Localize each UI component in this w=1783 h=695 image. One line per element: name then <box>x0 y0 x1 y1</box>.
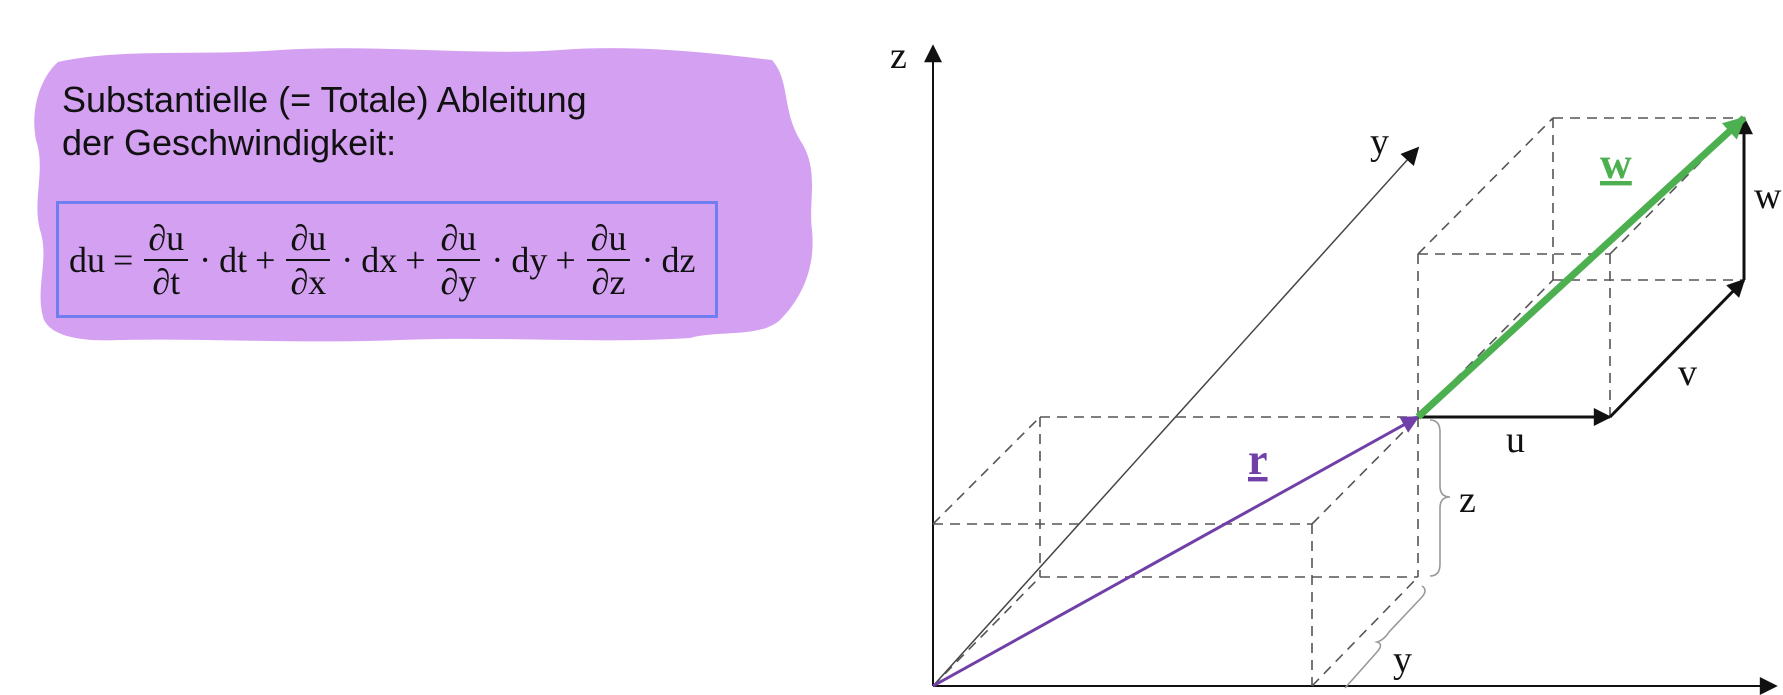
fraction-du-dx: ∂u ∂x <box>286 217 331 303</box>
w-component-label: w <box>1754 175 1782 217</box>
fraction-du-dz: ∂u ∂z <box>586 217 631 303</box>
formula-plus: + <box>405 239 426 280</box>
formula-differential: dx <box>361 239 398 280</box>
note-line-1: Substantielle (= Totale) Ableitung <box>62 79 587 120</box>
formula-equals: = <box>113 239 134 280</box>
component-v-arrow <box>1608 278 1746 419</box>
fraction-du-dy: ∂u ∂y <box>436 217 481 303</box>
lower-box <box>932 416 1419 687</box>
y-dimension-label: y <box>1393 639 1412 681</box>
fraction-du-dt: ∂u ∂t <box>144 217 189 303</box>
fraction-denominator: ∂z <box>591 261 626 302</box>
formula-differential: dz <box>661 239 696 280</box>
y-axis <box>932 146 1420 687</box>
fraction-numerator: ∂u <box>440 217 477 258</box>
fraction-numerator: ∂u <box>590 217 627 258</box>
formula-differential: dy <box>511 239 548 280</box>
u-component-label: u <box>1506 419 1525 461</box>
fraction-numerator: ∂u <box>290 217 327 258</box>
fraction-bar <box>586 258 631 261</box>
y-axis-label: y <box>1370 121 1389 163</box>
formula-differential: dt <box>219 239 248 280</box>
brace-y <box>1344 585 1426 689</box>
axes <box>924 44 1778 695</box>
brace-z <box>1429 419 1451 577</box>
formula-dot: · <box>341 239 354 280</box>
vector-w <box>1415 115 1747 420</box>
fraction-numerator: ∂u <box>148 217 185 258</box>
formula-lhs: du <box>69 239 105 280</box>
formula-plus: + <box>255 239 276 280</box>
note-line-2: der Geschwindigkeit: <box>62 122 397 163</box>
fraction-bar <box>286 258 331 261</box>
z-axis-label: z <box>890 35 907 77</box>
fraction-denominator: ∂t <box>152 261 181 302</box>
fraction-denominator: ∂y <box>440 261 477 302</box>
formula-dot: · <box>641 239 654 280</box>
fraction-bar <box>144 258 189 261</box>
formula-dot: · <box>491 239 504 280</box>
formula-dot: · <box>199 239 212 280</box>
dimension-braces <box>1344 419 1451 689</box>
z-dimension-label: z <box>1459 479 1476 521</box>
fraction-bar <box>436 258 481 261</box>
formula-plus: + <box>555 239 576 280</box>
formula-box: du = ∂u ∂t · dt + ∂u ∂x · dx + ∂u ∂y · d… <box>56 201 718 318</box>
vector-r <box>932 415 1420 688</box>
w-vector-label: w <box>1600 139 1632 188</box>
v-component-label: v <box>1678 352 1697 394</box>
note-text: Substantielle (= Totale) Ableitung der G… <box>62 78 587 164</box>
fraction-denominator: ∂x <box>290 261 327 302</box>
r-vector-label: r <box>1248 435 1268 484</box>
